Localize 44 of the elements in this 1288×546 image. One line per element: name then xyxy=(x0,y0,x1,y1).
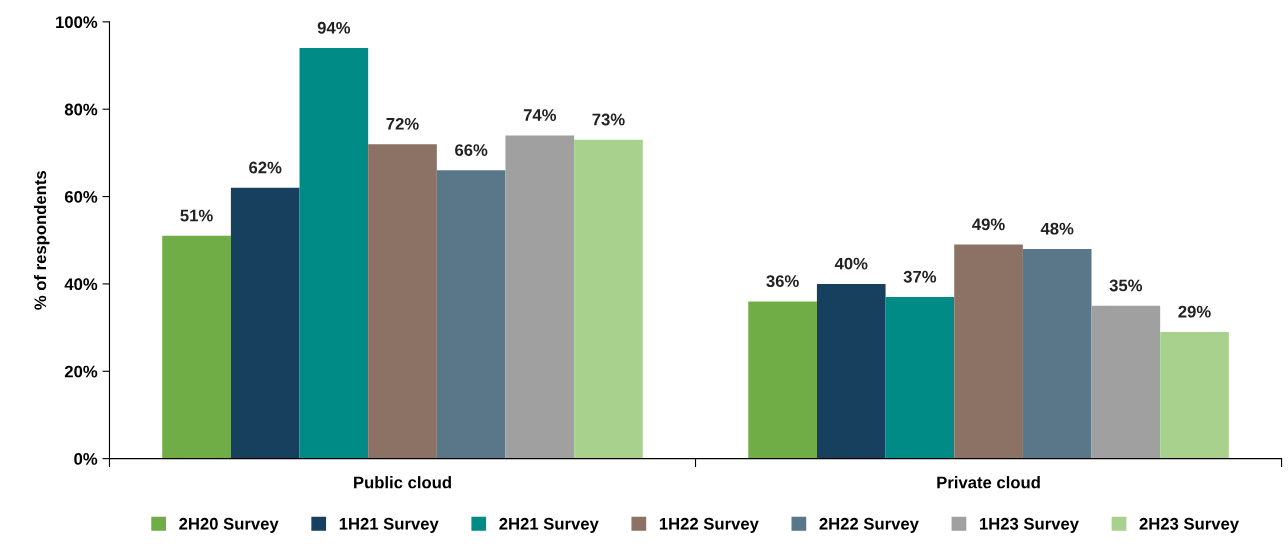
bar xyxy=(816,283,886,459)
legend-label: 1H22 Survey xyxy=(659,517,759,533)
y-tick-label: 40% xyxy=(64,278,98,291)
y-tick-label: 20% xyxy=(64,365,98,378)
x-tick-label: Private cloud xyxy=(937,476,1040,489)
data-label: 94% xyxy=(317,21,351,34)
bar xyxy=(1091,305,1161,459)
legend-label: 2H23 Survey xyxy=(1139,517,1239,533)
data-label: 66% xyxy=(455,144,488,156)
bar xyxy=(505,135,575,459)
legend-label: 1H23 Survey xyxy=(979,517,1079,533)
bar xyxy=(368,144,437,459)
y-tick-label: 100% xyxy=(56,16,98,29)
legend-label: 2H22 Survey xyxy=(819,517,919,533)
bar xyxy=(954,244,1023,459)
y-tick-label: 80% xyxy=(64,103,98,116)
bar xyxy=(748,301,817,459)
y-tick-label: 0% xyxy=(74,453,98,465)
data-label: 73% xyxy=(592,113,625,126)
data-label: 36% xyxy=(766,275,799,288)
data-label: 74% xyxy=(523,109,557,121)
data-label: 37% xyxy=(903,270,937,283)
bar xyxy=(885,297,955,459)
bar xyxy=(299,48,369,459)
data-label: 72% xyxy=(386,117,419,130)
bar xyxy=(574,139,643,459)
data-label: 29% xyxy=(1178,305,1211,318)
data-label: 40% xyxy=(834,257,868,270)
y-axis-title: % of respondents xyxy=(33,171,50,310)
bar xyxy=(230,187,300,459)
legend-label: 1H21 Survey xyxy=(339,517,439,533)
bar xyxy=(162,235,231,459)
y-tick-label: 60% xyxy=(64,190,98,203)
legend-label: 2H20 Survey xyxy=(179,517,279,533)
bar xyxy=(1022,248,1092,459)
bar xyxy=(1160,331,1229,459)
x-tick-label: Public cloud xyxy=(354,476,451,489)
data-label: 62% xyxy=(249,161,282,174)
bar xyxy=(436,170,506,459)
data-label: 51% xyxy=(180,209,213,222)
data-label: 35% xyxy=(1109,279,1143,292)
legend-label: 2H21 Survey xyxy=(499,517,599,533)
data-label: 48% xyxy=(1040,222,1074,235)
data-label: 49% xyxy=(972,218,1005,231)
